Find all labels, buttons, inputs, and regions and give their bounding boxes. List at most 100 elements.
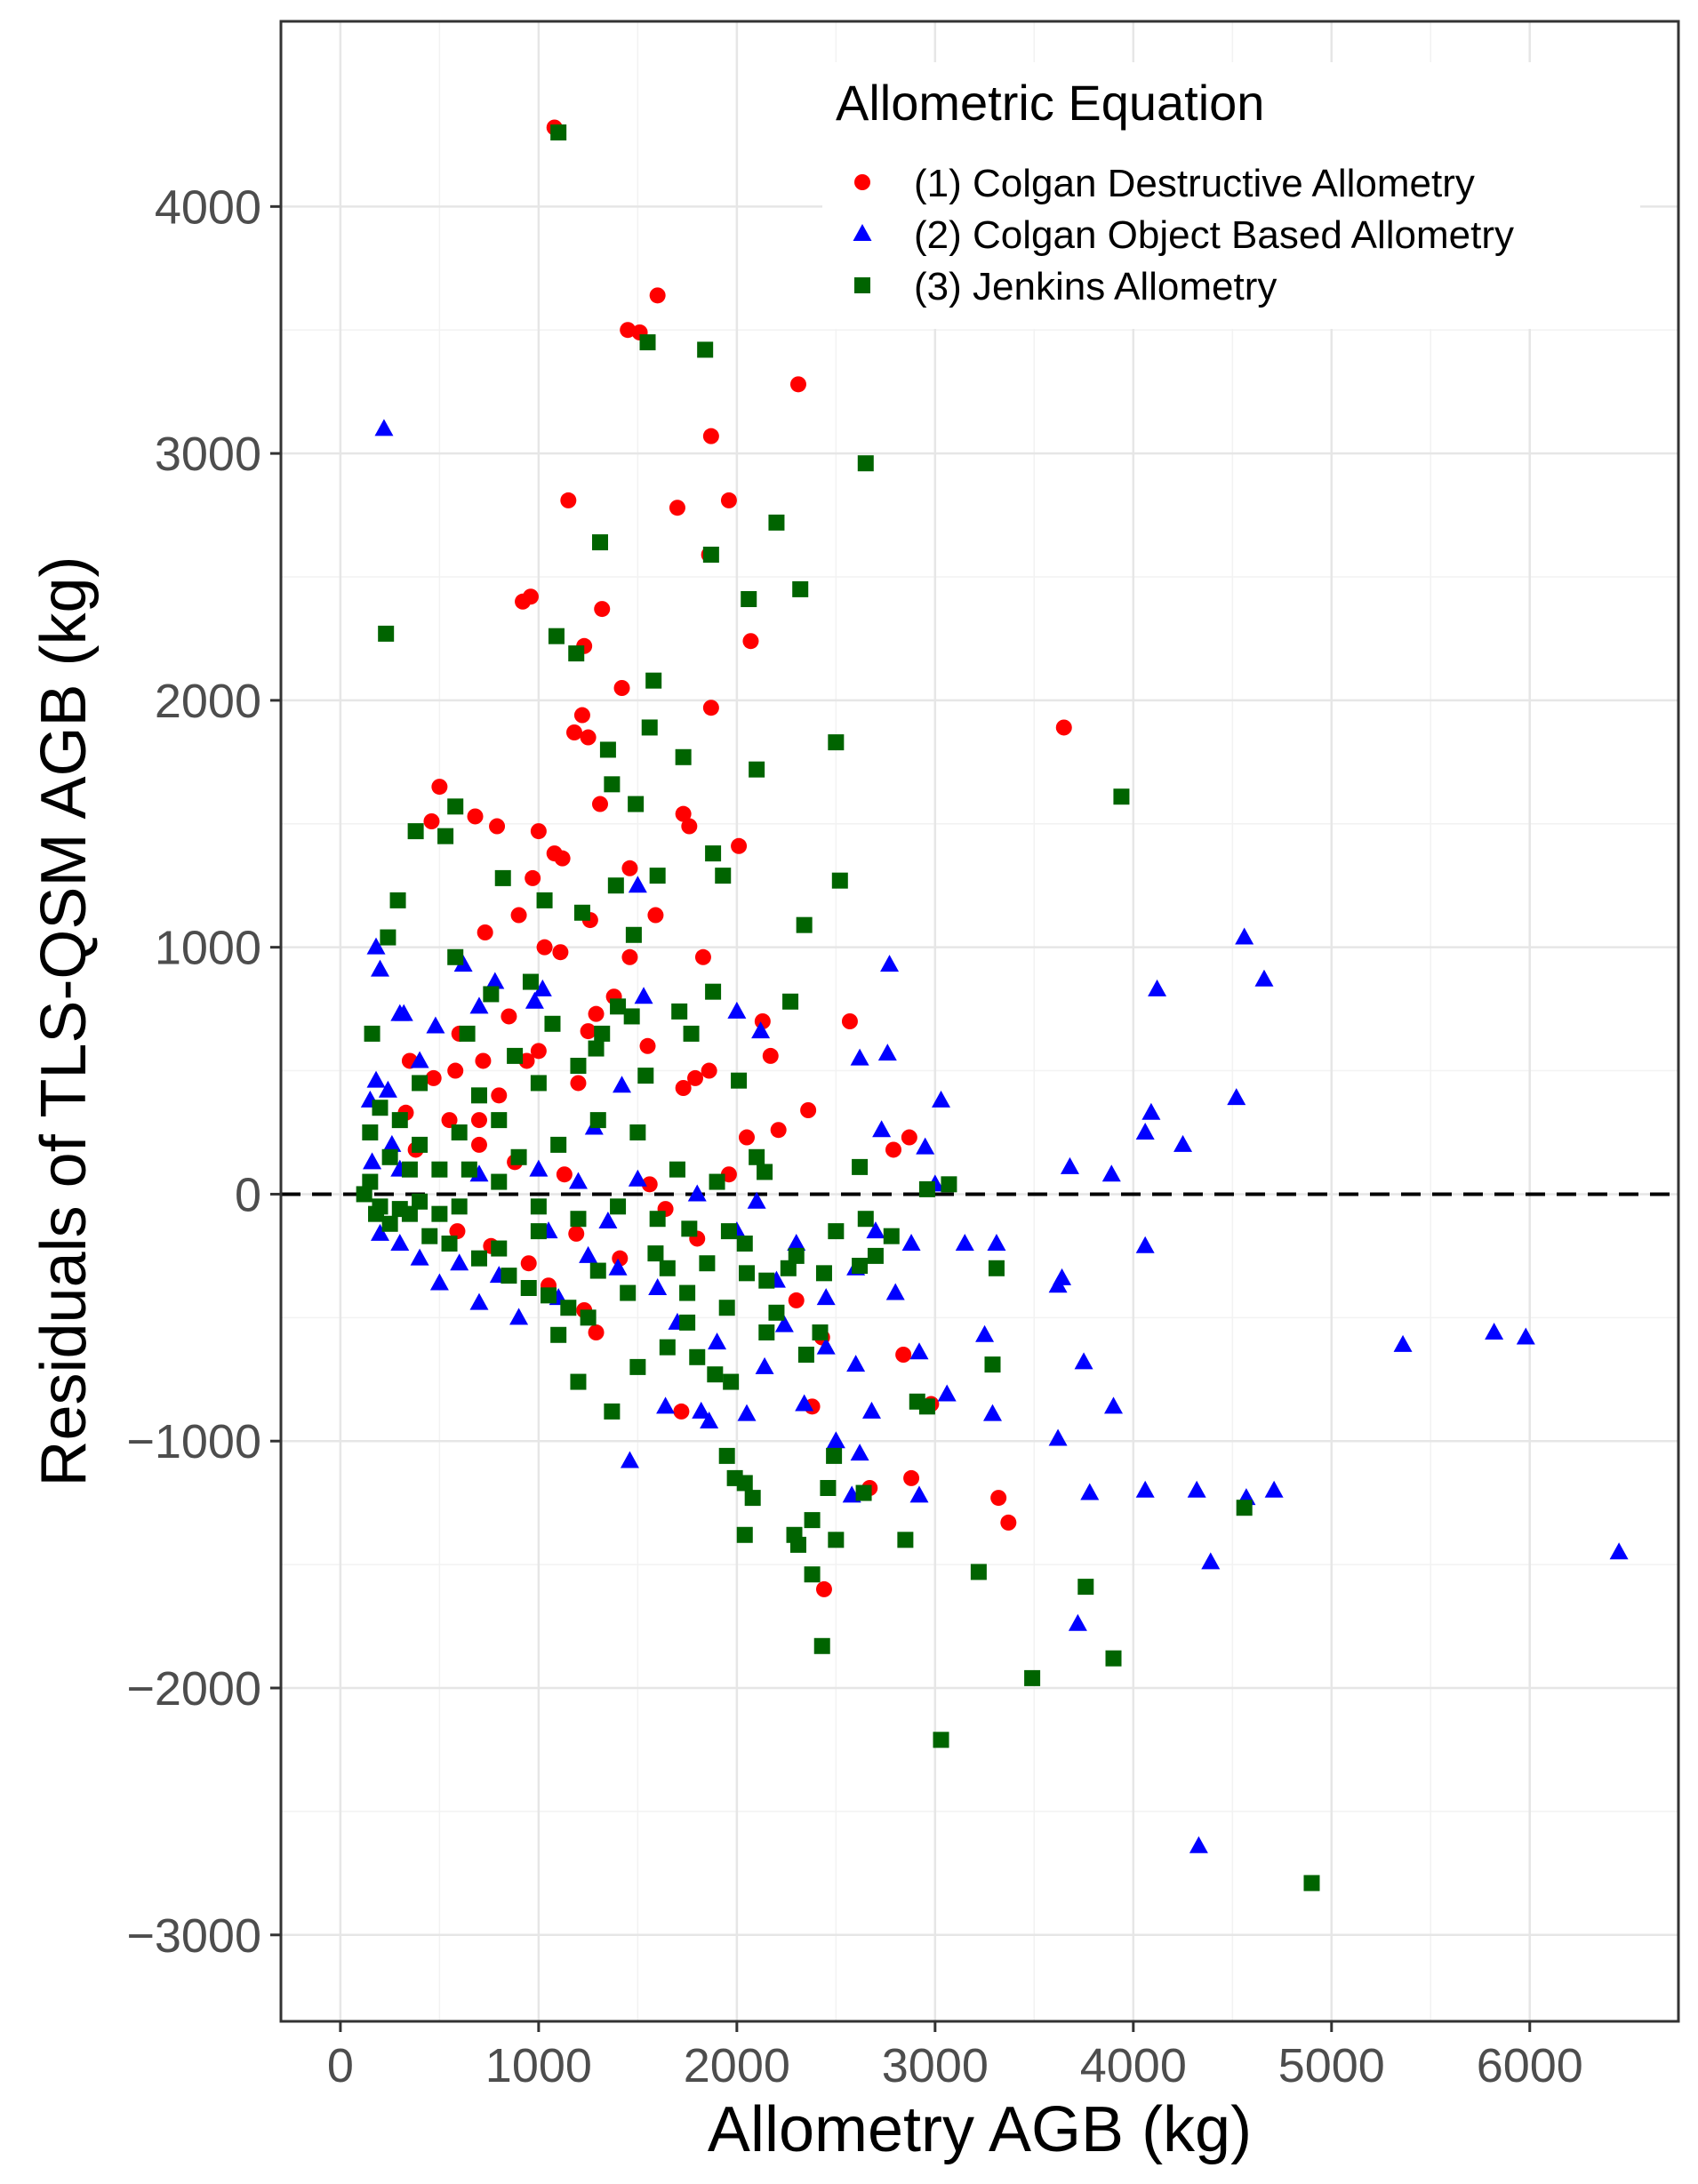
data-point-series-3 (697, 341, 714, 358)
data-point-series-3 (671, 1003, 688, 1020)
legend-key-2 (853, 224, 872, 241)
data-point-series-1 (720, 492, 737, 508)
data-point-series-1 (594, 601, 611, 618)
data-point-series-1 (489, 818, 506, 835)
data-point-series-1 (580, 729, 597, 746)
data-point-series-3 (699, 1255, 716, 1272)
data-point-series-2 (620, 1451, 639, 1468)
data-point-series-2 (1189, 1836, 1208, 1853)
data-point-series-2 (850, 1048, 869, 1066)
data-point-series-3 (741, 591, 757, 607)
data-point-series-1 (570, 1075, 587, 1092)
data-point-series-2 (872, 1120, 892, 1138)
data-point-series-2 (648, 1278, 668, 1295)
data-point-series-3 (604, 776, 621, 793)
data-point-series-1 (573, 707, 590, 724)
data-point-series-3 (804, 1566, 821, 1583)
data-point-series-1 (731, 837, 748, 854)
data-point-series-2 (877, 1044, 897, 1061)
data-point-series-3 (726, 1469, 743, 1486)
data-point-series-3 (589, 1262, 606, 1279)
y-tick-label: 1000 (155, 922, 261, 975)
data-point-series-2 (932, 1090, 951, 1108)
data-point-series-3 (736, 1236, 753, 1252)
data-point-series-2 (525, 991, 544, 1009)
data-point-series-2 (1060, 1156, 1079, 1174)
y-tick-label: 0 (235, 1168, 261, 1221)
data-point-series-3 (362, 1173, 379, 1190)
data-point-series-3 (645, 672, 662, 689)
data-point-series-3 (689, 1348, 706, 1365)
data-point-series-3 (550, 1136, 567, 1153)
data-point-series-2 (485, 972, 505, 989)
data-point-series-2 (1068, 1613, 1087, 1631)
data-point-series-1 (815, 1580, 832, 1597)
data-point-series-1 (673, 1403, 690, 1420)
y-tick-label: −1000 (126, 1415, 261, 1468)
data-point-series-3 (758, 1272, 775, 1289)
data-point-series-3 (530, 1223, 547, 1240)
data-point-series-3 (491, 1112, 508, 1129)
legend-title: Allometric Equation (836, 75, 1264, 131)
data-point-series-1 (580, 1023, 597, 1040)
data-point-series-1 (675, 1080, 692, 1096)
data-point-series-1 (510, 907, 527, 924)
data-point-series-3 (470, 1087, 487, 1104)
series-3-points (356, 124, 1320, 1892)
data-point-series-3 (788, 1247, 805, 1264)
data-point-series-3 (401, 1161, 418, 1178)
data-point-series-1 (702, 700, 719, 716)
data-point-series-2 (1235, 927, 1254, 945)
data-point-series-2 (751, 1021, 771, 1039)
data-point-series-3 (941, 1176, 957, 1193)
data-point-series-2 (975, 1324, 995, 1342)
data-point-series-3 (501, 1268, 517, 1284)
data-point-series-3 (522, 973, 539, 990)
data-point-series-3 (828, 1532, 845, 1548)
data-point-series-2 (982, 1404, 1002, 1421)
data-point-series-3 (1236, 1500, 1253, 1516)
data-point-series-3 (391, 1112, 408, 1129)
data-point-series-3 (857, 1211, 874, 1228)
data-point-series-2 (885, 1283, 905, 1300)
data-point-series-2 (613, 1076, 632, 1093)
data-point-series-3 (620, 1284, 637, 1301)
data-point-series-3 (507, 1047, 524, 1064)
data-point-series-1 (470, 1112, 487, 1129)
data-point-series-3 (797, 1347, 814, 1363)
x-tick-label: 5000 (1278, 2039, 1385, 2092)
data-point-series-1 (566, 724, 583, 740)
data-point-series-3 (548, 628, 565, 644)
y-tick-label: 3000 (155, 428, 261, 481)
data-point-series-1 (501, 1008, 517, 1025)
data-point-series-3 (828, 734, 845, 751)
data-point-series-3 (594, 1025, 611, 1042)
data-point-series-3 (867, 1247, 884, 1264)
data-point-series-2 (1254, 969, 1274, 987)
data-point-series-3 (491, 1173, 508, 1190)
data-point-series-1 (647, 907, 664, 924)
data-point-series-3 (421, 1228, 438, 1244)
data-point-series-1 (687, 1069, 704, 1086)
data-point-series-2 (866, 1221, 885, 1239)
data-point-series-3 (536, 892, 553, 908)
data-point-series-3 (470, 1250, 487, 1267)
data-point-series-3 (852, 1258, 869, 1274)
data-point-series-1 (477, 924, 493, 940)
data-point-series-2 (469, 996, 489, 1014)
x-tick-label: 2000 (684, 2039, 790, 2092)
data-point-series-2 (410, 1248, 429, 1266)
data-point-series-3 (739, 1265, 755, 1282)
data-point-series-3 (804, 1512, 821, 1529)
data-point-series-3 (544, 1015, 561, 1032)
data-point-series-1 (675, 805, 692, 822)
data-point-series-3 (789, 1536, 806, 1553)
data-point-series-3 (625, 926, 642, 943)
data-point-series-1 (621, 860, 638, 876)
data-point-series-3 (441, 1236, 458, 1252)
data-point-series-1 (552, 944, 569, 961)
data-point-series-2 (687, 1184, 707, 1202)
data-point-series-2 (410, 1051, 429, 1068)
data-point-series-3 (623, 1008, 640, 1025)
data-point-series-1 (800, 1102, 817, 1118)
